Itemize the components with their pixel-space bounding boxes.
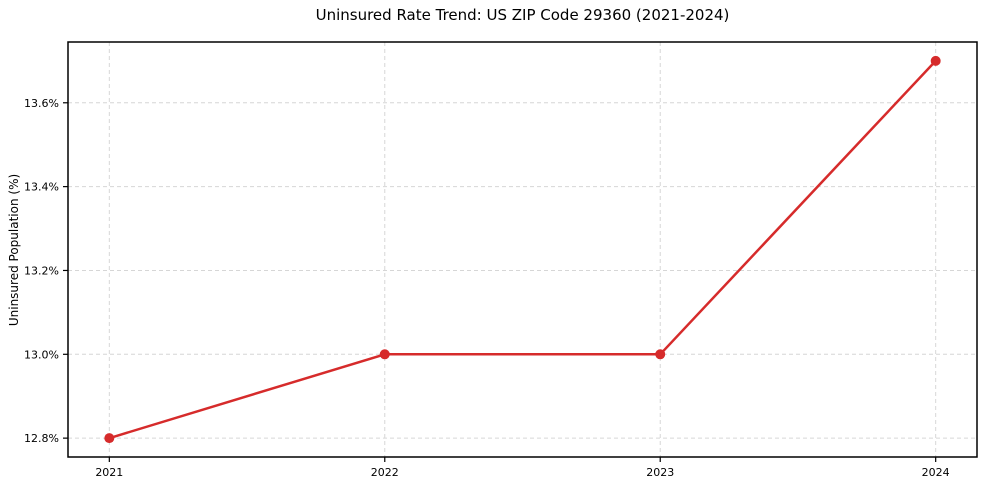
data-point-marker xyxy=(930,55,941,66)
x-tick-label: 2021 xyxy=(95,466,123,479)
y-tick-label: 13.6% xyxy=(24,97,59,110)
plot-border xyxy=(67,41,978,458)
y-tick-label: 13.0% xyxy=(24,348,59,361)
data-point-marker xyxy=(379,349,390,360)
data-point-marker xyxy=(655,349,666,360)
x-tick-label: 2024 xyxy=(922,466,950,479)
x-tick-label: 2022 xyxy=(371,466,399,479)
data-point-marker xyxy=(104,433,115,444)
y-tick-label: 12.8% xyxy=(24,432,59,445)
y-tick-label: 13.4% xyxy=(24,181,59,194)
x-tick-label: 2023 xyxy=(646,466,674,479)
y-tick-label: 13.2% xyxy=(24,264,59,277)
chart-title: Uninsured Rate Trend: US ZIP Code 29360 … xyxy=(315,6,730,24)
trend-line xyxy=(108,59,937,440)
